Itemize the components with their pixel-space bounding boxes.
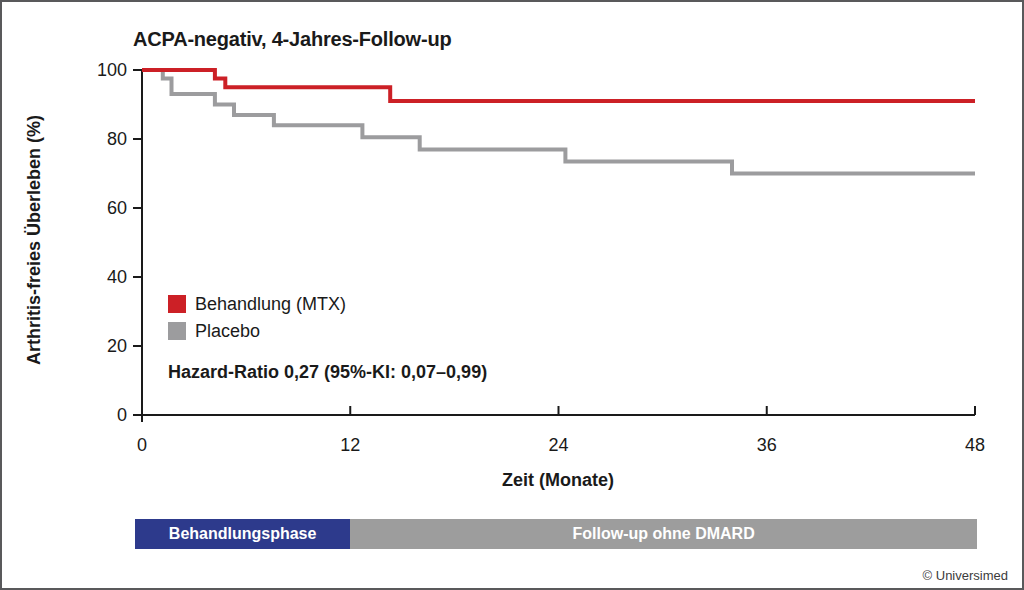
- y-tick-label: 80: [107, 129, 127, 149]
- copyright-note: © Universimed: [923, 568, 1008, 583]
- y-tick-label: 0: [117, 405, 127, 425]
- legend: Behandlung (MTX) Placebo: [168, 295, 346, 349]
- series-line-0: [142, 70, 975, 101]
- phase-segment-followup-label: Follow-up ohne DMARD: [573, 525, 755, 543]
- phase-segment-followup: Follow-up ohne DMARD: [350, 519, 977, 549]
- phase-bar: Behandlungsphase Follow-up ohne DMARD: [135, 519, 977, 549]
- y-axis-title: Arthritis-freies Überleben (%): [24, 115, 45, 365]
- x-tick-label: 24: [548, 435, 568, 455]
- y-tick-label: 20: [107, 336, 127, 356]
- legend-item-placebo: Placebo: [168, 322, 346, 340]
- y-tick-label: 60: [107, 198, 127, 218]
- legend-swatch-placebo-icon: [168, 322, 186, 340]
- y-tick-label: 40: [107, 267, 127, 287]
- km-plot: 0 20 40 60 80 100 0 12 24 36 48: [2, 2, 1024, 590]
- x-tick-label: 36: [757, 435, 777, 455]
- x-tick-label: 12: [340, 435, 360, 455]
- x-tick-label: 0: [137, 435, 147, 455]
- y-tick-label: 100: [97, 60, 127, 80]
- phase-segment-treatment-label: Behandlungsphase: [169, 525, 317, 543]
- x-axis-title: Zeit (Monate): [502, 470, 614, 491]
- x-tick-label: 48: [965, 435, 985, 455]
- figure-frame: ACPA-negativ, 4-Jahres-Follow-up 0204060…: [0, 0, 1024, 590]
- legend-swatch-treatment-icon: [168, 295, 186, 313]
- phase-segment-treatment: Behandlungsphase: [135, 519, 350, 549]
- legend-item-treatment: Behandlung (MTX): [168, 295, 346, 313]
- legend-label-treatment: Behandlung (MTX): [195, 295, 346, 313]
- legend-label-placebo: Placebo: [195, 322, 260, 340]
- hazard-ratio-annotation: Hazard-Ratio 0,27 (95%-KI: 0,07–0,99): [168, 362, 487, 383]
